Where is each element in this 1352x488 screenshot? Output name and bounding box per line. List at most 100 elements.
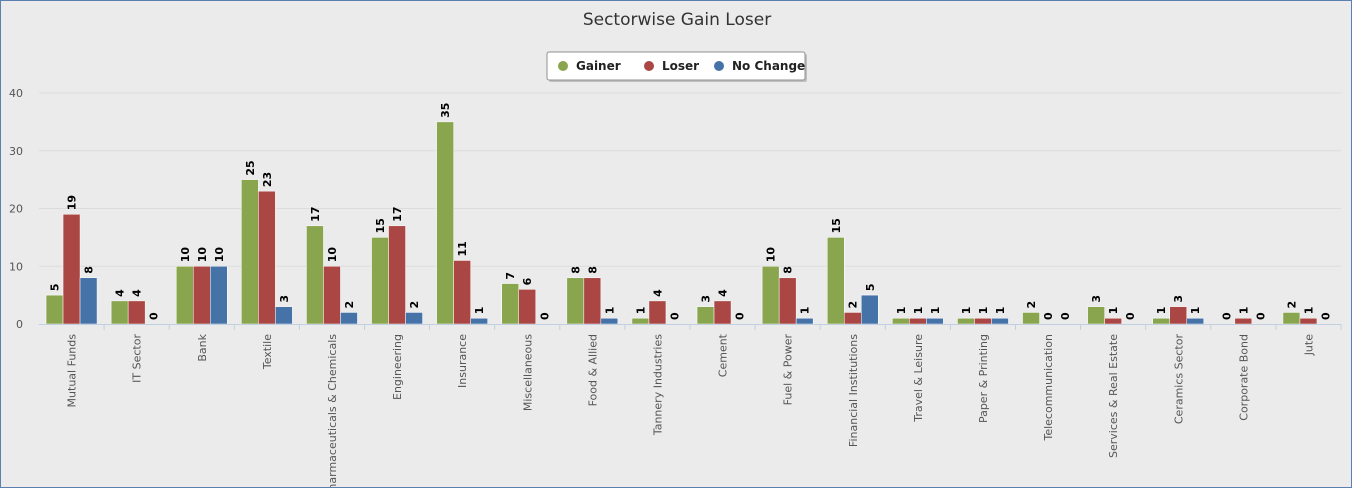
bar-no-change[interactable] — [340, 312, 358, 325]
bar-no-change[interactable] — [470, 317, 488, 325]
data-label: 1 — [994, 307, 1007, 315]
data-label: 7 — [504, 272, 517, 280]
bar-no-change[interactable] — [210, 266, 228, 325]
bar-loser[interactable] — [193, 266, 211, 325]
data-label: 4 — [717, 289, 730, 297]
data-label: 0 — [1042, 312, 1055, 320]
bar-gainer[interactable] — [957, 317, 975, 325]
bar-no-change[interactable] — [1186, 317, 1204, 325]
x-category-label: Cement — [717, 333, 730, 377]
bar-gainer[interactable] — [110, 300, 129, 325]
bar-gainer[interactable] — [566, 277, 585, 325]
bar-loser[interactable] — [844, 312, 862, 325]
bar-loser[interactable] — [518, 289, 536, 325]
data-label: 17 — [309, 207, 322, 222]
bar-gainer[interactable] — [306, 225, 324, 325]
bar-no-change[interactable] — [79, 277, 98, 325]
bar-gainer[interactable] — [501, 283, 519, 325]
bar-loser[interactable] — [648, 300, 667, 325]
bar-gainer[interactable] — [696, 306, 715, 325]
data-label: 10 — [765, 247, 778, 263]
legend-marker-icon[interactable] — [558, 61, 568, 71]
bar-loser[interactable] — [388, 225, 406, 325]
bar-loser[interactable] — [453, 260, 471, 325]
bar-loser[interactable] — [127, 300, 146, 325]
x-category-label: Bank — [196, 333, 209, 361]
bar-loser[interactable] — [62, 214, 81, 325]
data-label: 6 — [521, 277, 534, 285]
data-label: 15 — [830, 218, 843, 233]
x-category-label: Financial Institutions — [847, 334, 860, 447]
data-label: 0 — [1319, 312, 1332, 320]
data-label: 10 — [196, 247, 209, 263]
bar-gainer[interactable] — [1152, 317, 1170, 325]
bar-gainer[interactable] — [1282, 312, 1301, 325]
legend[interactable]: Gainer Loser No Change — [546, 51, 807, 82]
bar-gainer[interactable] — [1022, 312, 1040, 325]
bar-gainer[interactable] — [436, 121, 454, 325]
bar-loser[interactable] — [583, 277, 602, 325]
gridlines — [39, 92, 1341, 267]
bar-no-change[interactable] — [405, 312, 423, 325]
bar-loser[interactable] — [1104, 317, 1122, 325]
legend-marker-icon[interactable] — [714, 61, 724, 71]
x-category-label: IT Sector — [131, 334, 144, 383]
bar-no-change[interactable] — [991, 317, 1009, 325]
bar-loser[interactable] — [323, 266, 341, 325]
data-label: 1 — [895, 307, 908, 315]
x-category-label: Telecommunication — [1042, 334, 1055, 442]
bar-gainer[interactable] — [1087, 306, 1105, 325]
bar-no-change[interactable] — [795, 317, 814, 325]
bar-loser[interactable] — [974, 317, 992, 325]
x-category-label: Textile — [261, 334, 274, 370]
x-category-label: Insurance — [456, 334, 469, 388]
data-label: 25 — [244, 160, 257, 175]
data-label: 1 — [634, 307, 647, 315]
bar-gainer[interactable] — [176, 266, 194, 325]
chart-title: Sectorwise Gain Loser — [583, 10, 771, 30]
data-label: 1 — [977, 307, 990, 315]
x-category-label: Miscellaneous — [521, 334, 534, 411]
bar-loser[interactable] — [778, 277, 797, 325]
bar-gainer[interactable] — [892, 317, 910, 325]
data-label: 8 — [782, 266, 795, 274]
data-label: 0 — [538, 312, 551, 320]
data-label: 0 — [148, 312, 161, 320]
bar-no-change[interactable] — [861, 294, 879, 325]
legend-item-gainer[interactable]: Gainer — [576, 59, 621, 73]
x-category-label: Travel & Leisure — [912, 334, 925, 423]
data-label: 5 — [864, 283, 877, 291]
bar-no-change[interactable] — [926, 317, 944, 325]
data-label: 1 — [603, 307, 616, 315]
bar-gainer[interactable] — [827, 237, 845, 325]
data-label: 1 — [929, 307, 942, 315]
bar-loser[interactable] — [1299, 317, 1318, 325]
bar-loser[interactable] — [909, 317, 927, 325]
bar-gainer[interactable] — [241, 179, 259, 325]
legend-box — [546, 51, 806, 81]
bar-gainer[interactable] — [371, 237, 389, 325]
bar-loser[interactable] — [1234, 317, 1253, 325]
bar-loser[interactable] — [1169, 306, 1187, 325]
legend-marker-icon[interactable] — [644, 61, 654, 71]
data-label: 0 — [1059, 312, 1072, 320]
bar-gainer[interactable] — [45, 294, 64, 325]
data-label: 11 — [456, 241, 469, 256]
bar-loser[interactable] — [713, 300, 732, 325]
bar-no-change[interactable] — [275, 306, 293, 325]
data-label: 1 — [912, 307, 925, 315]
y-axis: 0 10 20 30 40 — [9, 87, 23, 331]
bar-loser[interactable] — [258, 190, 276, 325]
bar-gainer[interactable] — [631, 317, 650, 325]
y-tick-label: 30 — [9, 145, 23, 158]
data-label: 1 — [1155, 307, 1168, 315]
bar-no-change[interactable] — [600, 317, 619, 325]
data-label: 8 — [83, 266, 96, 274]
data-label: 3 — [1172, 295, 1185, 303]
data-label: 1 — [1302, 307, 1315, 315]
bar-gainer[interactable] — [761, 266, 780, 325]
legend-item-no-change[interactable]: No Change — [732, 59, 805, 73]
legend-item-loser[interactable]: Loser — [662, 59, 699, 73]
